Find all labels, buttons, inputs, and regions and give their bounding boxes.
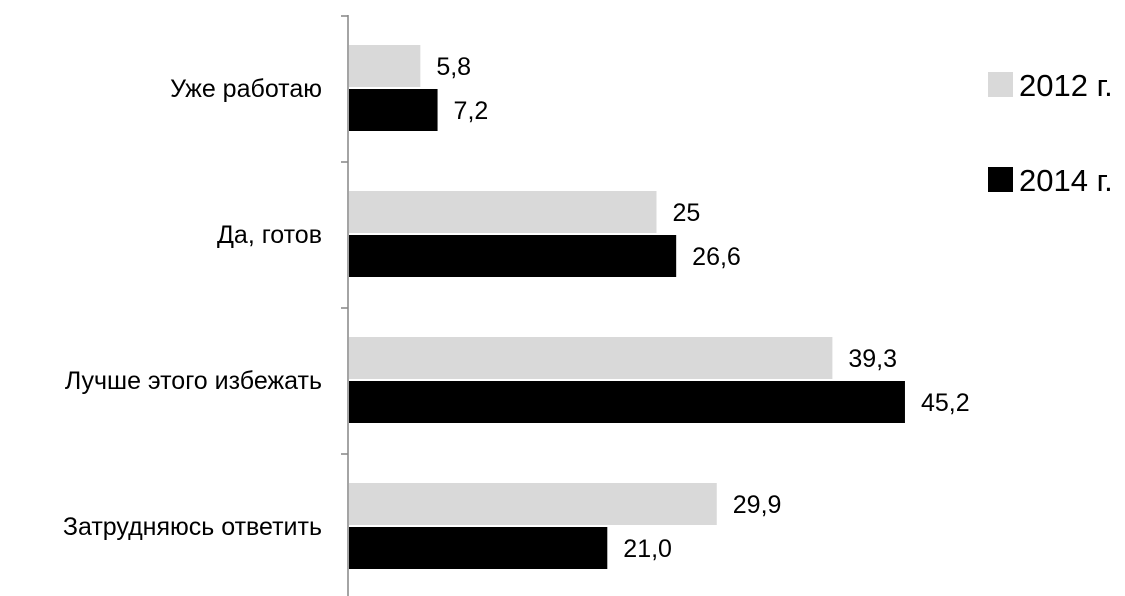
- data-label: 25: [673, 199, 701, 227]
- data-labels: 5,8 7,2 25 26,6 39,3 45,2 29,9 21,0: [436, 53, 969, 563]
- category-label: Затрудняюсь ответить: [63, 513, 322, 541]
- legend-label: 2014 г.: [1019, 163, 1113, 198]
- bar-2014-1: [349, 235, 677, 277]
- bars: [349, 45, 905, 569]
- bar-2014-2: [349, 381, 905, 423]
- legend-swatch-2014: [988, 167, 1013, 192]
- category-label: Да, готов: [217, 221, 322, 249]
- bar-2014-0: [349, 89, 438, 131]
- legend-label: 2012 г.: [1019, 68, 1113, 103]
- data-label: 5,8: [436, 53, 471, 81]
- data-label: 39,3: [848, 345, 897, 373]
- legend-swatch-2012: [988, 72, 1013, 97]
- data-label: 21,0: [623, 535, 672, 563]
- category-label: Лучше этого избежать: [65, 367, 322, 395]
- data-label: 29,9: [733, 491, 782, 519]
- bar-2014-3: [349, 527, 608, 569]
- data-label: 45,2: [921, 389, 970, 417]
- bar-2012-0: [349, 45, 421, 87]
- bar-2012-2: [349, 337, 833, 379]
- category-label: Уже работаю: [170, 75, 322, 103]
- legend: 2012 г. 2014 г.: [988, 68, 1113, 198]
- data-label: 7,2: [454, 97, 489, 125]
- bar-2012-3: [349, 483, 717, 525]
- category-axis: [341, 15, 349, 596]
- bar-2012-1: [349, 191, 657, 233]
- category-labels: Уже работаю Да, готов Лучше этого избежать…: [63, 75, 322, 541]
- data-label: 26,6: [692, 243, 741, 271]
